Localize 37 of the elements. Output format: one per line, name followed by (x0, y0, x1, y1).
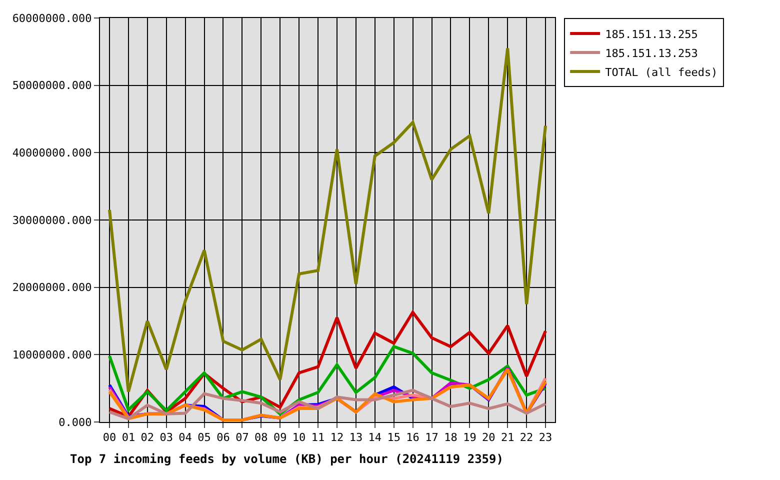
x-tick-label: 02 (140, 431, 154, 444)
x-tick-label: 09 (273, 431, 287, 444)
x-tick-label: 00 (102, 431, 116, 444)
x-tick-label: 05 (198, 431, 211, 444)
x-tick-label: 20 (482, 431, 496, 444)
legend-label: TOTAL (all feeds) (605, 66, 718, 79)
y-tick-label: 20000000.000 (12, 281, 92, 294)
x-tick-label: 22 (520, 431, 534, 444)
x-tick-label: 21 (500, 431, 514, 444)
y-tick-label: 60000000.000 (12, 12, 92, 25)
legend-label: 185.151.13.253 (605, 46, 698, 60)
x-tick-label: 18 (444, 431, 458, 444)
x-tick-label: 13 (349, 431, 363, 444)
y-tick-label: 40000000.000 (12, 146, 92, 160)
x-tick-label: 11 (311, 431, 325, 444)
x-tick-label: 03 (160, 431, 173, 444)
text: Top 7 incoming feeds by volume (KB) per hour (20241119 2359) (70, 452, 504, 466)
line-series (108, 46, 548, 394)
y-tick-label: 30000000.000 (12, 214, 92, 227)
x-tick-label: 04 (178, 431, 192, 444)
x-tick-label: 15 (387, 431, 400, 444)
legend-label: 185.151.13.255 (605, 28, 698, 41)
x-tick-label: 23 (538, 431, 552, 444)
y-tick-label: 0.000 (58, 416, 92, 429)
x-tick-label: 17 (425, 431, 438, 444)
x-tick-label: 12 (330, 431, 344, 444)
line-series (108, 388, 548, 420)
y-tick-label: 10000000.000 (12, 348, 92, 362)
x-tick-label: 07 (236, 431, 249, 444)
x-tick-label: 06 (216, 431, 230, 444)
x-tick-label: 19 (463, 431, 476, 444)
y-tick-label: 50000000.000 (12, 79, 92, 92)
x-tick-label: 16 (406, 431, 420, 444)
x-tick-label: 01 (122, 431, 136, 444)
x-tick-label: 10 (292, 431, 306, 444)
x-tick-label: 14 (368, 431, 382, 444)
x-tick-label: 08 (254, 431, 268, 444)
